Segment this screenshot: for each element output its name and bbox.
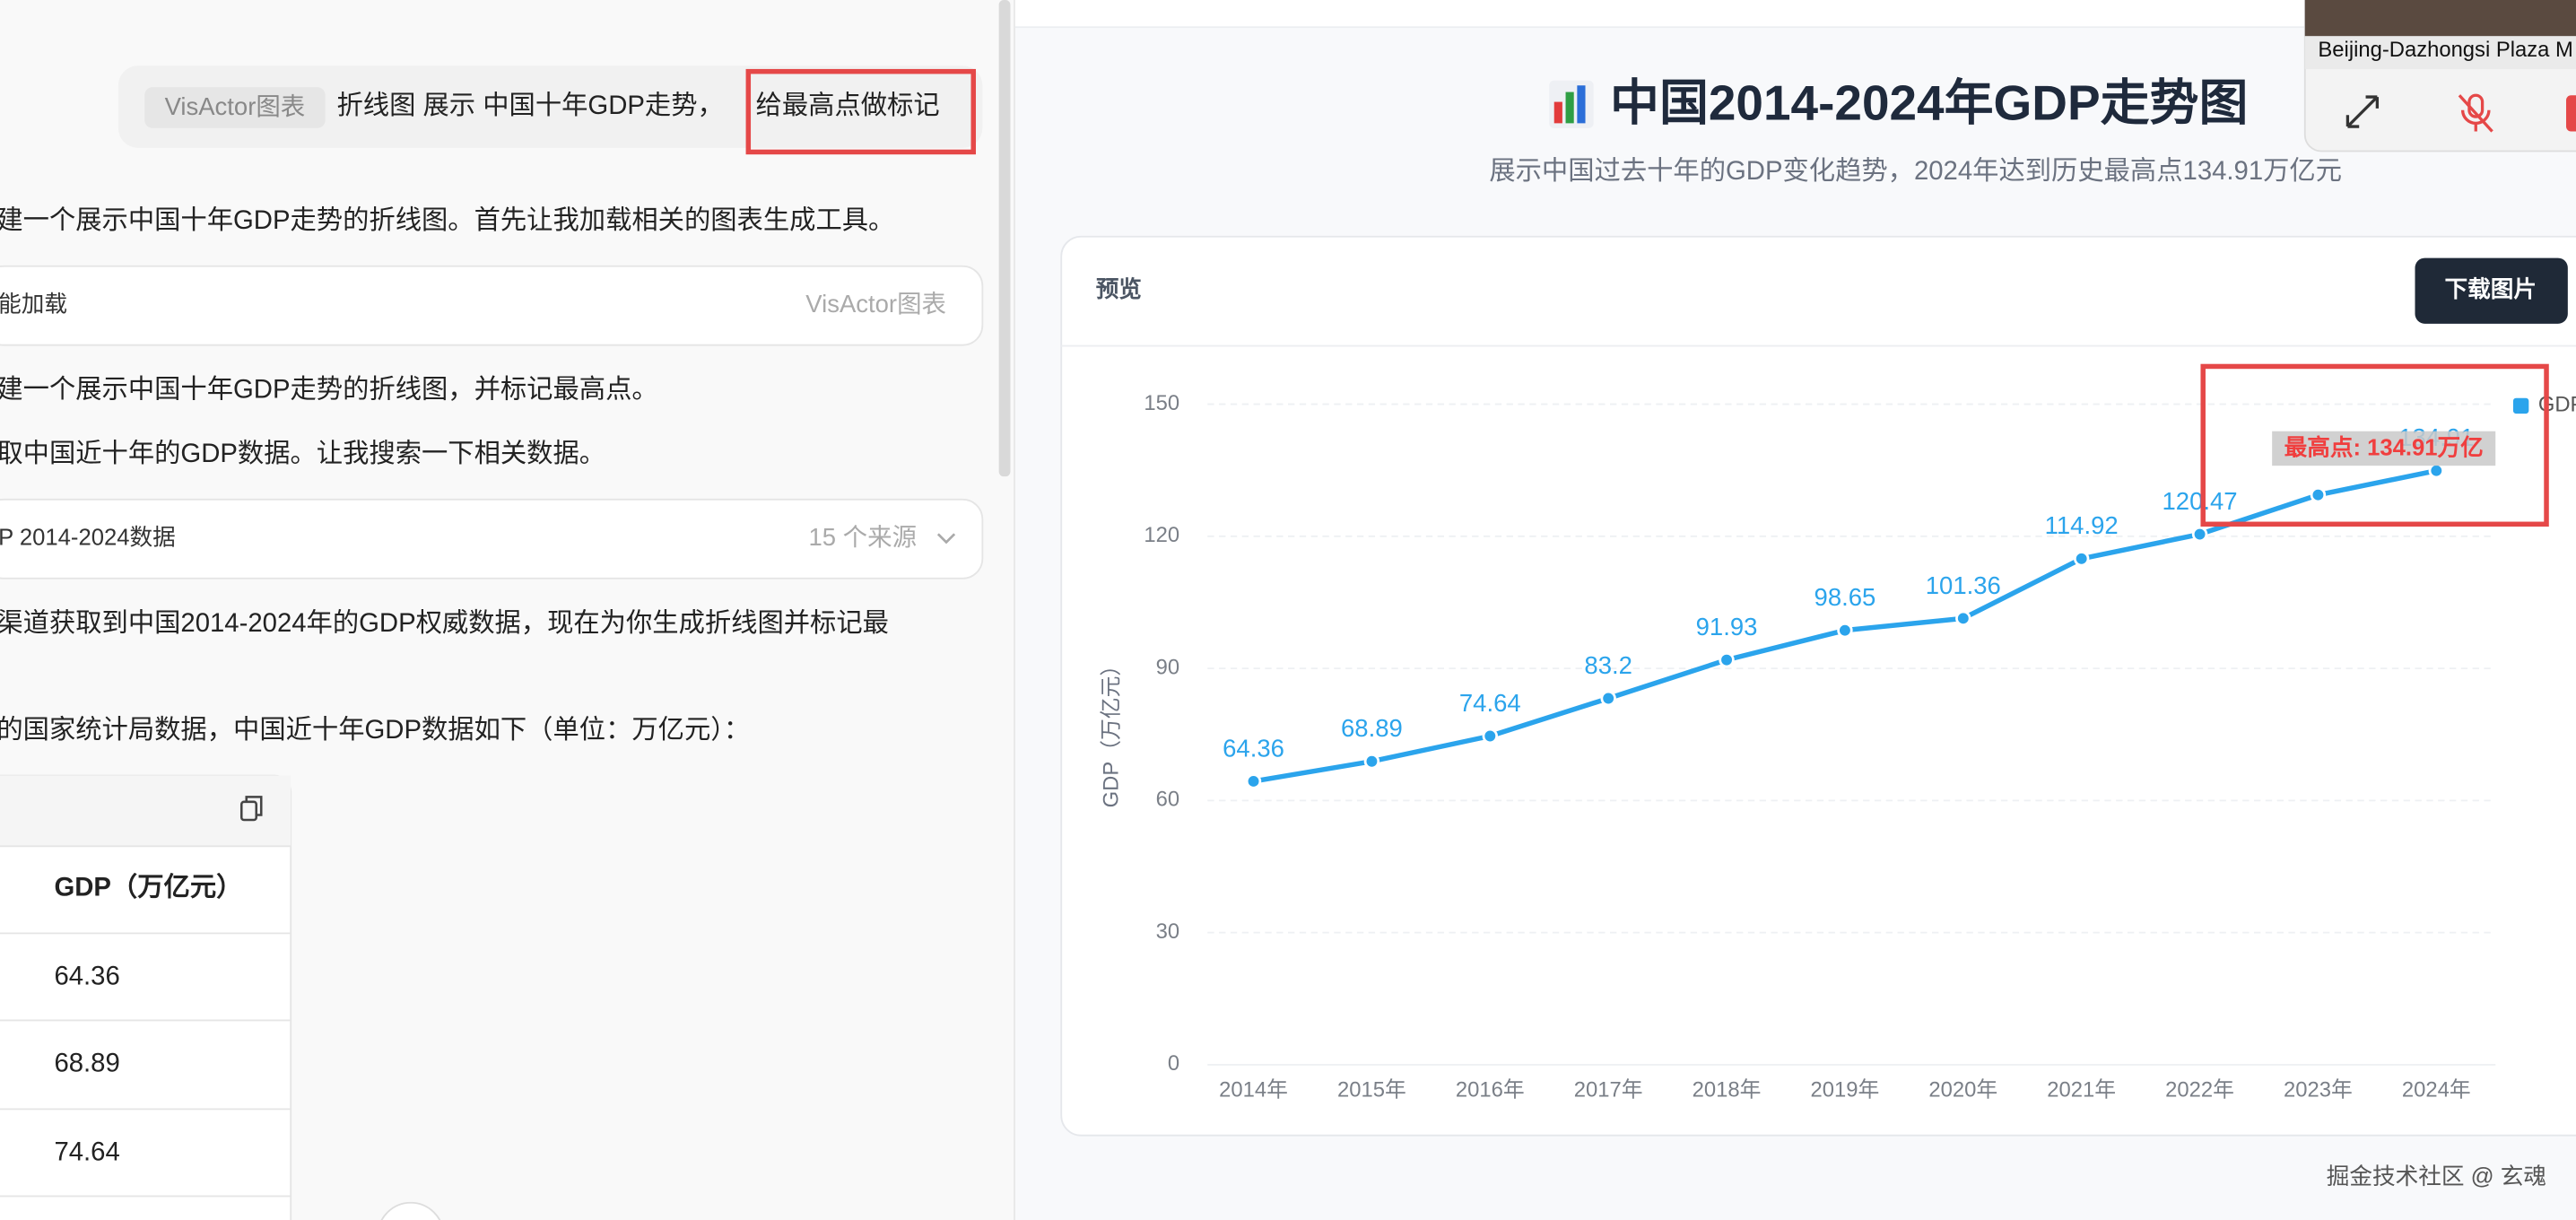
y-tick-label: 0: [1168, 1051, 1179, 1076]
point: [1600, 690, 1616, 707]
annotation-highlight: [2200, 363, 2549, 527]
reply-text: 渠道获取到中国2014-2024年的GDP权威数据，现在为你生成折线图并标记最: [0, 608, 889, 638]
user-message: 折线图 展示 中国十年GDP走势，: [336, 91, 723, 120]
legend-label: GDP: [2538, 393, 2576, 417]
x-tick-label: 2014年: [1219, 1078, 1288, 1102]
y-axis-label: GDP（万亿元）: [1099, 655, 1123, 808]
expand-icon[interactable]: [2345, 95, 2380, 128]
table-cell: 74.64: [54, 1137, 119, 1167]
x-tick-label: 2019年: [1811, 1078, 1880, 1102]
x-tick-label: 2016年: [1456, 1078, 1525, 1102]
chart-title: 中国2014-2024年GDP走势图: [1610, 75, 2248, 131]
point: [1363, 754, 1380, 770]
point: [1245, 773, 1262, 789]
point: [1955, 610, 1971, 627]
point: [1482, 728, 1498, 745]
point: [2191, 526, 2208, 543]
y-tick-label: 150: [1144, 391, 1179, 415]
scrollbar[interactable]: [998, 0, 1011, 477]
data-label: 120.47: [2163, 487, 2238, 515]
plot: 0 30 60 90 120 150 GDP（万亿元） 2014年 2015年 2016年 2017…: [1099, 363, 2576, 1102]
scroll-button[interactable]: [378, 1201, 443, 1220]
table-cell: 68.89: [54, 1049, 119, 1078]
data-label: 101.36: [1926, 571, 2001, 599]
tool-card[interactable]: [0, 498, 984, 580]
y-tick-label: 60: [1156, 788, 1179, 812]
copy-icon[interactable]: [239, 796, 263, 822]
point: [2073, 551, 2090, 567]
data-label: 91.93: [1696, 613, 1758, 640]
preview-card: [1060, 235, 2576, 1137]
y-tick-label: 90: [1156, 655, 1179, 679]
table-toolbar: [0, 775, 292, 847]
data-label: 114.92: [2045, 511, 2119, 539]
point: [2310, 487, 2327, 503]
annotation-bg: [2272, 431, 2496, 466]
x-tick-label: 2017年: [1574, 1078, 1643, 1102]
data-label: 74.64: [1459, 689, 1521, 717]
reply-text: 取中国近十年的GDP数据。让我搜索一下相关数据。: [0, 439, 605, 468]
x-tick-label: 2023年: [2284, 1078, 2353, 1102]
x-tick-label: 2021年: [2047, 1078, 2116, 1102]
reply-text: 建一个展示中国十年GDP走势的折线图。首先让我加载相关的图表生成工具。: [0, 205, 894, 235]
x-tick-label: 2020年: [1928, 1078, 1997, 1102]
y-tick-label: 30: [1156, 919, 1179, 944]
x-tick-label: 2022年: [2165, 1078, 2234, 1102]
chevron[interactable]: [936, 533, 956, 545]
highlight-box: [745, 68, 976, 155]
watermark: 掘金技术社区 @ 玄魂: [2327, 1163, 2546, 1190]
mute-icon[interactable]: [2458, 93, 2493, 133]
x-tick-label: 2024年: [2402, 1078, 2471, 1102]
download-button[interactable]: [2415, 257, 2568, 324]
point: [1837, 622, 1853, 639]
data-label: 68.89: [1341, 714, 1403, 742]
user-bubble: [117, 65, 983, 148]
video-location: Beijing-Dazhongsi Plaza M: [2318, 38, 2572, 62]
x-tick-label: 2015年: [1337, 1078, 1406, 1102]
table-cell: 64.36: [54, 962, 119, 991]
preview-label: 预览: [1096, 276, 1142, 302]
annotation: 最高点: 134.91万亿: [2284, 434, 2484, 461]
point: [2428, 462, 2445, 479]
user-highlight: 给最高点做标记: [756, 91, 940, 120]
video-frame: [2304, 0, 2576, 37]
tool-card-tag: 15 个来源: [808, 523, 917, 551]
tool-card[interactable]: [0, 265, 984, 346]
legend-swatch: [2511, 395, 2532, 416]
reply-text: 建一个展示中国十年GDP走势的折线图，并标记最高点。: [0, 375, 658, 405]
data-label: 98.65: [1815, 583, 1876, 611]
reply-text: 的国家统计局数据，中国近十年GDP数据如下（单位：万亿元）：: [0, 715, 750, 745]
video-caption-bg: [2304, 36, 2576, 69]
user-tag: VisActor图表: [165, 92, 306, 120]
tool-card-title: P 2014-2024数据: [0, 525, 176, 551]
user-tag-bg: [144, 87, 326, 128]
point: [1719, 651, 1735, 668]
table-header: GDP（万亿元）: [54, 873, 242, 902]
tool-card-title: 能加载: [0, 291, 67, 317]
end-call-icon[interactable]: [2566, 95, 2576, 132]
chart-icon: [1549, 80, 1594, 128]
y-tick-label: 120: [1144, 523, 1179, 547]
data-label: 64.36: [1223, 734, 1284, 762]
download-button-label[interactable]: 下载图片: [2445, 276, 2537, 302]
tool-card-tag: VisActor图表: [805, 290, 946, 318]
x-tick-label: 2018年: [1693, 1078, 1762, 1102]
chart-subtitle: 展示中国过去十年的GDP变化趋势，2024年达到历史最高点134.91万亿元: [1489, 156, 2342, 186]
data-label: 83.2: [1584, 651, 1632, 679]
